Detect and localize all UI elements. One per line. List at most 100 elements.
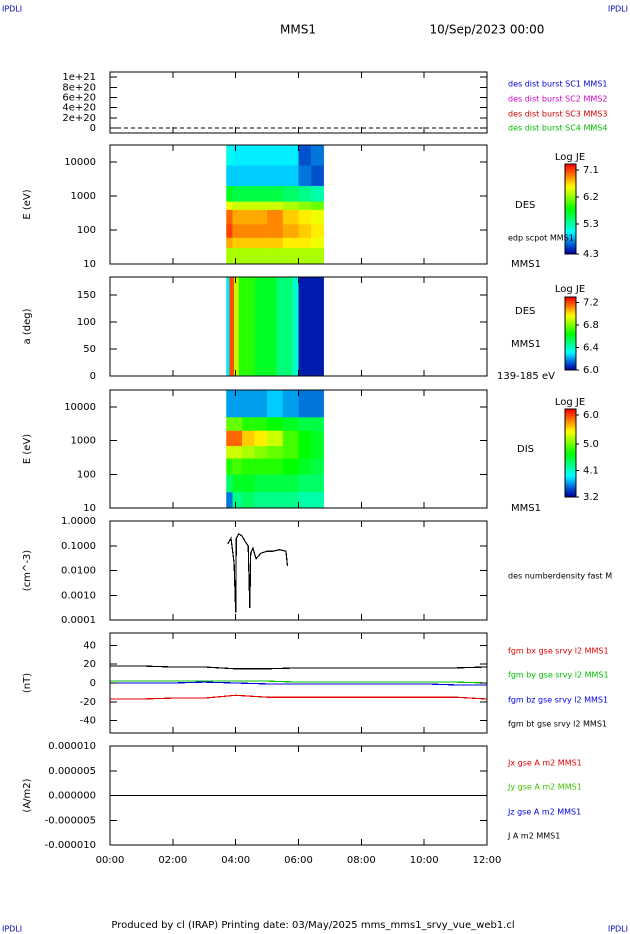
spectrogram-cell (282, 145, 299, 166)
colorbar-segment (565, 220, 576, 223)
x-tick-label: 08:00 (347, 855, 376, 866)
colorbar-segment (565, 413, 576, 417)
spectrogram-cell (298, 458, 312, 475)
spectrogram-cell (232, 491, 243, 509)
plot-date: 10/Sep/2023 00:00 (430, 23, 545, 37)
colorbar-segment (565, 357, 576, 360)
y-tick-label: -40 (80, 716, 96, 727)
y-tick-label: 100 (77, 225, 96, 236)
colorbar-segment (565, 459, 576, 463)
y-tick-label: 10000 (64, 157, 96, 168)
spectrogram-cell (254, 445, 268, 459)
spectrogram-cell (232, 417, 243, 431)
colorbar-segment (565, 313, 576, 316)
colorbar-segment (565, 202, 576, 205)
colorbar-segment (565, 164, 576, 167)
y-tick-label: 1.0000 (61, 516, 96, 527)
spectrogram-cell (232, 390, 243, 418)
colorbar-segment (565, 195, 576, 199)
spectrogram-cell (241, 185, 255, 202)
x-tick-label: 10:00 (410, 855, 439, 866)
legend-entry: des dist burst SC4 MMS4 (508, 124, 607, 133)
spectrogram-cell (298, 165, 312, 187)
legend-entry: Jx gse A m2 MMS1 (507, 759, 582, 768)
x-tick-label: 04:00 (221, 855, 250, 866)
spectrogram-cell (311, 145, 324, 166)
colorbar-segment (565, 366, 576, 369)
colorbar-segment (565, 362, 576, 366)
legend-entry: J A m2 MMS1 (507, 832, 560, 841)
colorbar-segment (565, 409, 576, 412)
spectrogram-cell (232, 224, 243, 238)
colorbar-segment (565, 175, 576, 178)
y-tick-label: 0 (90, 678, 96, 689)
colorbar-segment (565, 420, 576, 423)
spectrogram-cell (241, 458, 255, 475)
spectrogram-cell (282, 237, 299, 249)
colorbar-segment (565, 455, 576, 458)
colorbar-segment (565, 320, 576, 324)
colorbar-segment (565, 437, 576, 441)
colorbar-segment (565, 324, 576, 327)
y-tick-label: 0.000010 (48, 741, 96, 752)
spectrogram-cell (254, 201, 268, 210)
spectrogram-cell (267, 430, 284, 447)
colorbar-segment (565, 300, 576, 303)
y-axis-label: a (deg) (22, 308, 33, 344)
colorbar-segment (565, 450, 576, 454)
colorbar-segment (565, 461, 576, 465)
y-axis-label: (nT) (22, 673, 33, 693)
spectrogram-cell (232, 474, 243, 493)
panel-annotation: edp scpot MMS1 (508, 234, 574, 243)
spectrogram-cell (241, 445, 255, 459)
colorbar-segment (565, 240, 576, 244)
spectrogram-cell (267, 165, 284, 187)
y-tick-label: 50 (83, 344, 96, 355)
spectrogram-cell (311, 165, 324, 187)
spectrogram-cell (282, 224, 299, 238)
spectrogram-cell (226, 491, 233, 509)
colorbar-segment (565, 227, 576, 230)
colorbar-segment (565, 466, 576, 469)
colorbar-segment (565, 433, 576, 436)
footer: Produced by cl (IRAP) Printing date: 03/… (111, 920, 514, 931)
spectrogram-cell (282, 445, 299, 459)
colorbar-segment (565, 318, 576, 322)
colorbar-tick-label: 4.1 (583, 466, 599, 477)
colorbar-frame (564, 296, 577, 371)
y-tick-label: 0 (90, 371, 96, 382)
colorbar-segment (565, 368, 576, 371)
colorbar-segment (565, 340, 576, 344)
colorbar-frame (564, 163, 577, 255)
x-tick-label: 06:00 (284, 855, 313, 866)
y-tick-label: 0.0010 (61, 590, 96, 601)
spectrogram-cell (241, 224, 255, 238)
legend-entry: Jy gse A m2 MMS1 (507, 783, 582, 792)
spectrogram-cell (282, 201, 299, 210)
colorbar-segment (565, 200, 576, 203)
colorbar-segment (565, 238, 576, 241)
spectrogram-cell (226, 445, 233, 459)
y-tick-label: 0.1000 (61, 541, 96, 552)
colorbar-segment (565, 328, 576, 331)
spectrogram-cell (282, 185, 299, 202)
spectrogram-cell (232, 209, 243, 225)
colorbar-segment (565, 251, 576, 255)
colorbar-segment (565, 229, 576, 232)
y-tick-label: 0.0001 (61, 615, 96, 626)
colorbar-segment (565, 348, 576, 351)
spectrogram-cell (282, 430, 299, 447)
spectrogram-cell (241, 247, 255, 265)
colorbar-tick-label: 5.0 (583, 439, 599, 450)
spectrogram-cell (232, 201, 243, 210)
colorbar-segment (565, 428, 576, 432)
colorbar-segment (565, 206, 576, 210)
panel-annotation: DES (515, 200, 535, 211)
colorbar-segment (565, 315, 576, 318)
spectrogram-cell (226, 209, 233, 225)
data-line (227, 533, 289, 613)
spectrogram-cell (298, 491, 312, 509)
y-tick-label: 2e+20 (62, 113, 96, 124)
